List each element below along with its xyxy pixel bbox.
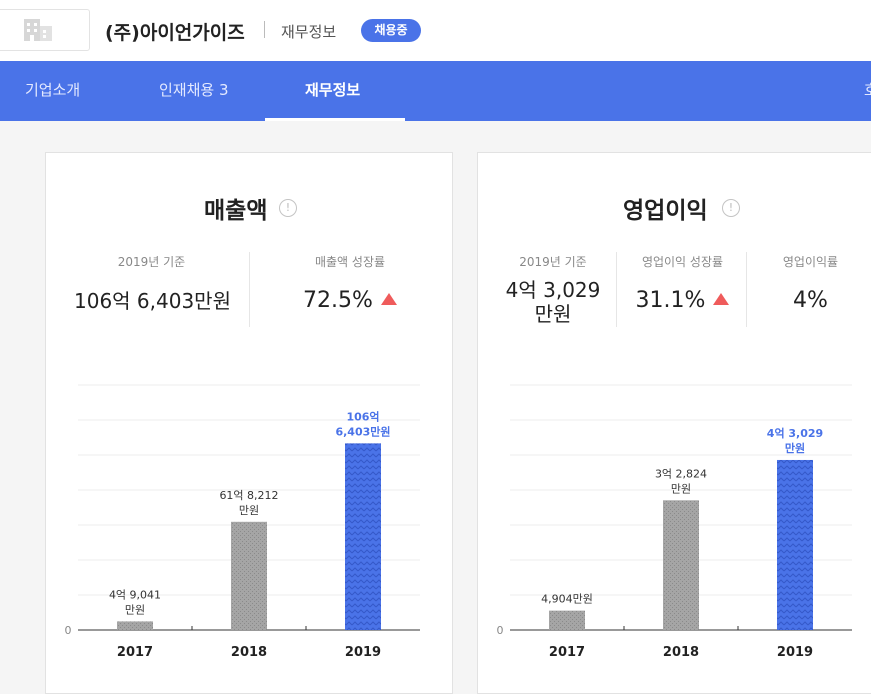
revenue-bar-chart: 0 2017 4억 9,041 만원 2018 61억 8,212 만원 2019 106억6,… <box>65 384 420 660</box>
tab-company-intro[interactable]: 기업소개 <box>25 81 81 99</box>
building-icon <box>24 19 52 41</box>
bar-2017[interactable] <box>549 610 585 630</box>
active-tab-indicator <box>265 118 405 121</box>
data-label: 106억 <box>346 410 379 423</box>
info-icon[interactable]: ! <box>722 199 740 217</box>
stat-divider <box>746 252 747 327</box>
info-icon[interactable]: ! <box>279 199 297 217</box>
x-tick-label: 2017 <box>117 645 153 660</box>
x-tick-label: 2017 <box>549 645 585 660</box>
stat-value: 106억 6,403만원 <box>74 289 231 313</box>
card-title: 영업이익 <box>623 198 708 224</box>
data-label: 만원 <box>785 441 805 455</box>
x-tick-label: 2019 <box>777 645 813 660</box>
x-tick-label: 2018 <box>663 645 699 660</box>
x-tick-label: 2019 <box>345 645 381 660</box>
company-name[interactable]: (주)아이언가이즈 <box>105 22 245 44</box>
data-label: 4,904만원 <box>541 593 593 606</box>
breadcrumb: 재무정보 <box>281 23 337 41</box>
growth-rate: 31.1% <box>620 289 745 313</box>
stat-value: 4억 3,029 만원 <box>505 278 601 326</box>
stat-label: 영업이익 성장률 <box>641 255 724 269</box>
bar-2018[interactable] <box>231 521 267 630</box>
header-divider <box>264 21 265 38</box>
revenue-card: 매출액 ! 2019년 기준 106억 6,403만원 매출액 성장률 72.5… <box>45 152 453 694</box>
company-header: (주)아이언가이즈 재무정보 채용중 <box>0 0 871 61</box>
data-label: 3억 2,824 <box>655 467 707 480</box>
tab-financial-info[interactable]: 재무정보 <box>305 81 361 99</box>
bar-2019[interactable] <box>345 443 381 630</box>
data-label: 만원 <box>671 482 691 495</box>
bar-2019[interactable] <box>777 459 813 630</box>
stat-label: 매출액 성장률 <box>314 255 386 269</box>
company-nav: 기업소개 인재채용 3 재무정보 호 <box>0 61 871 121</box>
data-label: 6,403만원 <box>335 424 390 438</box>
bar-2017[interactable] <box>117 621 153 630</box>
y-tick-label: 0 <box>497 624 504 637</box>
data-label: 4억 9,041 <box>109 588 161 601</box>
trend-up-icon <box>713 293 730 305</box>
company-logo[interactable] <box>0 9 90 51</box>
data-label: 만원 <box>239 504 259 517</box>
card-title: 매출액 <box>204 198 268 224</box>
stat-label: 2019년 기준 <box>117 255 186 269</box>
data-label: 4억 3,029 <box>767 427 823 440</box>
operating-profit-card: 영업이익 ! 2019년 기준 4억 3,029 만원 영업이익 성장률 31.1… <box>477 152 871 694</box>
stat-label: 영업이익률 <box>782 255 839 269</box>
operating-margin: 4% <box>793 288 828 313</box>
data-label: 61억 8,212 <box>219 489 278 502</box>
stat-divider <box>249 252 250 327</box>
trend-up-icon <box>380 293 397 305</box>
bar-2018[interactable] <box>663 500 699 630</box>
growth-rate: 72.5% <box>270 289 430 313</box>
tab-recruiting[interactable]: 인재채용 3 <box>159 81 229 99</box>
stat-label: 2019년 기준 <box>519 255 587 269</box>
stat-divider <box>616 252 617 327</box>
tab-overflow[interactable]: 호 <box>864 81 871 99</box>
y-tick-label: 0 <box>65 624 72 637</box>
hiring-badge: 채용중 <box>361 19 421 42</box>
data-label: 만원 <box>125 603 145 616</box>
x-tick-label: 2018 <box>231 645 267 660</box>
